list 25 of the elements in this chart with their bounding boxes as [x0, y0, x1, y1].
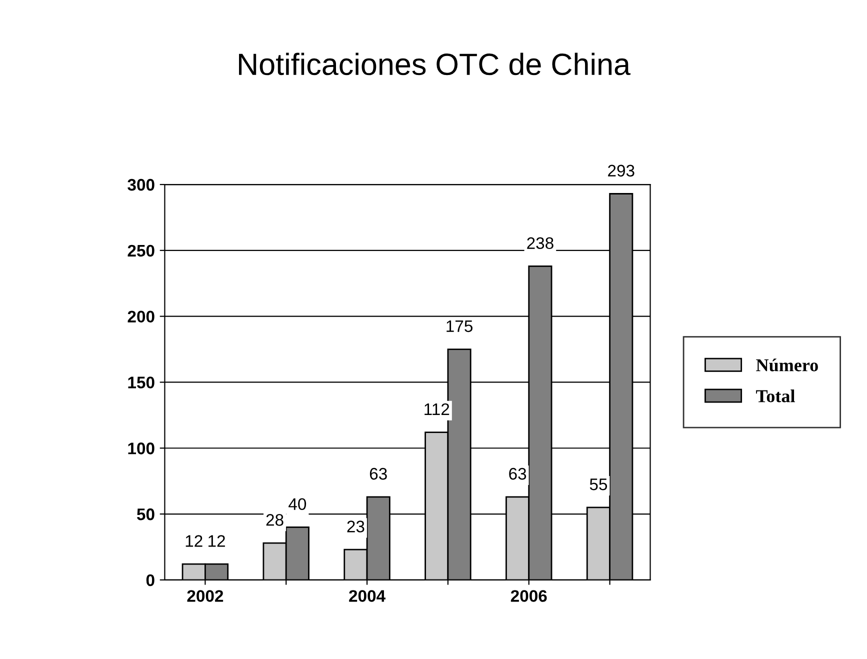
y-tick-label: 50: [136, 508, 154, 520]
data-label: 293: [608, 164, 634, 177]
y-tick-label: 100: [128, 442, 154, 454]
data-label: 40: [288, 498, 306, 510]
data-label: 238: [527, 237, 554, 250]
y-tick-label: 0: [146, 574, 154, 586]
data-label: 55: [590, 478, 608, 490]
legend-label: Total: [756, 390, 795, 402]
chart-title: Notificaciones OTC de China: [239, 52, 631, 76]
data-label: 63: [370, 468, 387, 480]
data-label: 12: [186, 535, 202, 547]
x-tick-label: 2002: [187, 590, 224, 602]
y-tick-label: 200: [128, 310, 154, 323]
x-tick-label: 2006: [510, 590, 547, 602]
y-tick-label: 300: [128, 178, 154, 191]
data-label: 63: [509, 468, 526, 480]
data-label: 175: [446, 320, 472, 332]
data-label: 112: [424, 403, 450, 415]
y-tick-label: 250: [128, 244, 154, 257]
data-label: 28: [266, 514, 284, 526]
legend-label: Número: [756, 358, 818, 372]
data-label: 23: [347, 520, 364, 532]
data-label: 12: [208, 535, 225, 547]
y-tick-label: 150: [128, 376, 154, 388]
x-tick-label: 2004: [349, 590, 386, 602]
